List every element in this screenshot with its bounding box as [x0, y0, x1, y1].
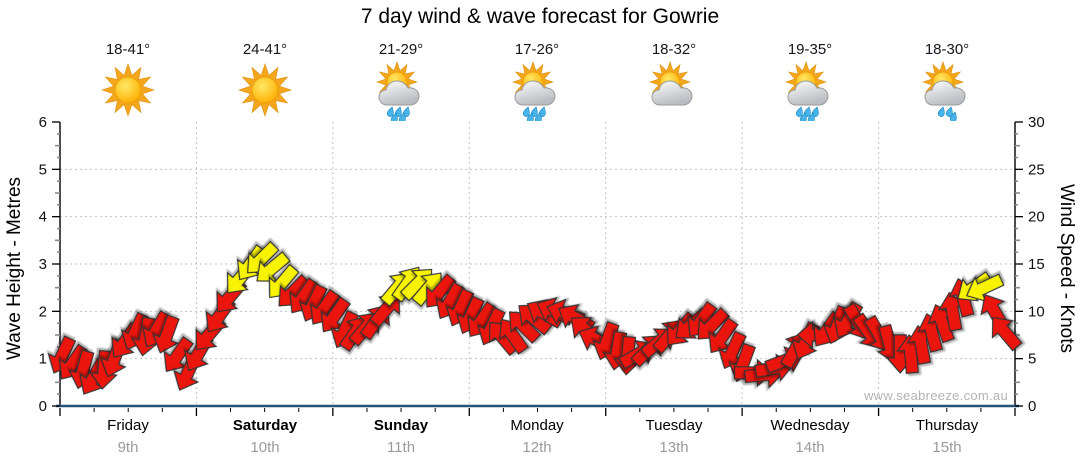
weather-icon — [100, 61, 156, 119]
day-header-wednesday: 19-35° — [782, 41, 838, 123]
day-date: 12th — [522, 439, 552, 456]
weather-icon — [509, 61, 565, 123]
weather-icon — [237, 61, 293, 119]
day-label-saturday: Saturday 10th — [233, 417, 297, 456]
svg-text:25: 25 — [1028, 161, 1045, 178]
weather-icon — [782, 61, 838, 123]
svg-text:10: 10 — [1028, 303, 1045, 320]
day-label-monday: Monday 12th — [510, 417, 563, 456]
svg-text:5: 5 — [1028, 351, 1036, 368]
svg-text:0: 0 — [39, 398, 47, 415]
day-label-thursday: Thursday 15th — [916, 417, 979, 456]
temp-range: 17-26° — [514, 41, 560, 58]
day-header-sunday: 21-29° — [373, 41, 429, 123]
day-label-wednesday: Wednesday 14th — [771, 417, 850, 456]
svg-text:6: 6 — [39, 114, 47, 131]
day-date: 14th — [795, 439, 825, 456]
day-header-friday: 18-41° — [100, 41, 156, 119]
day-header-thursday: 18-30° — [919, 41, 975, 122]
day-date: 11th — [386, 439, 416, 456]
weather-icon — [646, 61, 702, 119]
svg-text:30: 30 — [1028, 114, 1045, 131]
day-name: Friday — [107, 417, 149, 434]
weather-icon — [373, 61, 429, 123]
temp-range: 18-41° — [105, 41, 151, 58]
day-label-tuesday: Tuesday 13th — [646, 417, 703, 456]
temp-range: 24-41° — [242, 41, 288, 58]
day-name: Monday — [510, 417, 564, 434]
day-name: Thursday — [915, 417, 979, 434]
day-label-sunday: Sunday 11th — [374, 417, 428, 456]
weather-icon — [919, 61, 975, 122]
day-name: Wednesday — [770, 417, 850, 434]
right-axis-title: Wind Speed - Knots — [1056, 183, 1077, 353]
svg-text:0: 0 — [1028, 398, 1036, 415]
day-name: Sunday — [373, 417, 429, 434]
day-date: 9th — [117, 439, 139, 456]
svg-text:3: 3 — [39, 256, 47, 273]
day-date: 13th — [659, 439, 689, 456]
temp-range: 19-35° — [787, 41, 833, 58]
svg-text:20: 20 — [1028, 209, 1045, 226]
svg-text:15: 15 — [1028, 256, 1045, 273]
watermark: www.seabreeze.com.au — [863, 388, 1008, 403]
temp-range: 21-29° — [378, 41, 424, 58]
left-axis-title: Wave Height - Metres — [4, 176, 25, 360]
temp-range: 18-30° — [924, 41, 970, 58]
day-header-tuesday: 18-32° — [646, 41, 702, 119]
day-name: Saturday — [232, 417, 298, 434]
chart-title: 7 day wind & wave forecast for Gowrie — [360, 5, 720, 28]
svg-text:2: 2 — [39, 303, 47, 320]
day-date: 10th — [250, 439, 280, 456]
day-date: 15th — [932, 439, 962, 456]
temp-range: 18-32° — [651, 41, 697, 58]
day-label-friday: Friday 9th — [107, 417, 149, 456]
day-name: Tuesday — [645, 417, 703, 434]
day-header-monday: 17-26° — [509, 41, 565, 123]
day-header-saturday: 24-41° — [237, 41, 293, 119]
svg-text:4: 4 — [39, 209, 47, 226]
svg-text:5: 5 — [39, 161, 47, 178]
svg-text:1: 1 — [39, 351, 47, 368]
